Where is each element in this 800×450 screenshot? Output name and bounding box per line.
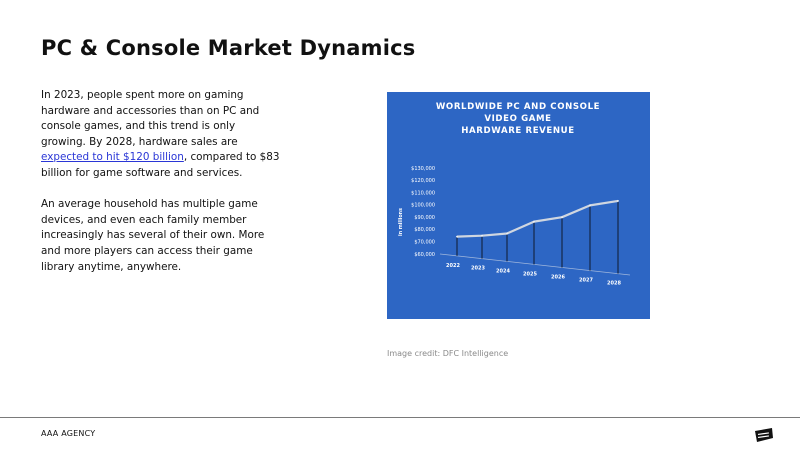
y-tick-label: $110,000 bbox=[411, 190, 435, 196]
data-point bbox=[589, 204, 591, 207]
y-tick-label: $90,000 bbox=[414, 215, 435, 221]
data-point bbox=[456, 235, 458, 238]
page-title: PC & Console Market Dynamics bbox=[41, 36, 416, 60]
y-tick-label: $120,000 bbox=[411, 178, 435, 184]
data-point bbox=[481, 234, 483, 237]
revenue-chart-image: WORLDWIDE PC AND CONSOLE VIDEO GAME HARDWA… bbox=[387, 92, 650, 319]
paragraph-text: In 2023, people spent more on gaming har… bbox=[41, 89, 260, 148]
revenue-chart: WORLDWIDE PC AND CONSOLE VIDEO GAME HARDWA… bbox=[398, 102, 631, 287]
forecast-link[interactable]: expected to hit $120 billion bbox=[41, 151, 184, 164]
data-point bbox=[533, 220, 535, 223]
image-credit: Image credit: DFC Intelligence bbox=[387, 349, 509, 358]
y-axis-label: in millions bbox=[398, 208, 404, 236]
x-tick-label: 2027 bbox=[579, 278, 593, 284]
x-tick-label: 2028 bbox=[607, 281, 621, 287]
chart-title-line: HARDWARE REVENUE bbox=[461, 126, 574, 136]
y-tick-label: $130,000 bbox=[411, 166, 435, 172]
chart-title-line: VIDEO GAME bbox=[484, 114, 551, 124]
y-tick-label: $70,000 bbox=[414, 240, 435, 246]
y-tick-label: $80,000 bbox=[414, 227, 435, 233]
data-point bbox=[617, 200, 619, 202]
y-tick-label: $60,000 bbox=[414, 252, 435, 258]
paragraph-text: , compared to $83 billion for game softw… bbox=[41, 151, 280, 179]
x-tick-label: 2025 bbox=[523, 271, 537, 277]
agency-logo-icon bbox=[755, 428, 773, 442]
footer-agency-name: AAA AGENCY bbox=[41, 429, 96, 438]
revenue-line bbox=[456, 199, 619, 238]
data-point bbox=[561, 216, 563, 219]
paragraph-hardware-sales: In 2023, people spent more on gaming har… bbox=[41, 88, 281, 182]
x-tick-label: 2026 bbox=[551, 274, 565, 280]
footer-divider bbox=[0, 417, 800, 418]
data-point bbox=[506, 232, 508, 235]
x-tick-label: 2022 bbox=[446, 263, 460, 269]
body-text: In 2023, people spent more on gaming har… bbox=[41, 88, 281, 291]
paragraph-devices: An average household has multiple game d… bbox=[41, 198, 265, 273]
chart-title-line: WORLDWIDE PC AND CONSOLE bbox=[436, 102, 600, 112]
y-tick-label: $100,000 bbox=[411, 203, 435, 209]
x-tick-label: 2023 bbox=[471, 266, 485, 272]
x-baseline bbox=[439, 253, 631, 276]
x-tick-label: 2024 bbox=[496, 268, 510, 274]
